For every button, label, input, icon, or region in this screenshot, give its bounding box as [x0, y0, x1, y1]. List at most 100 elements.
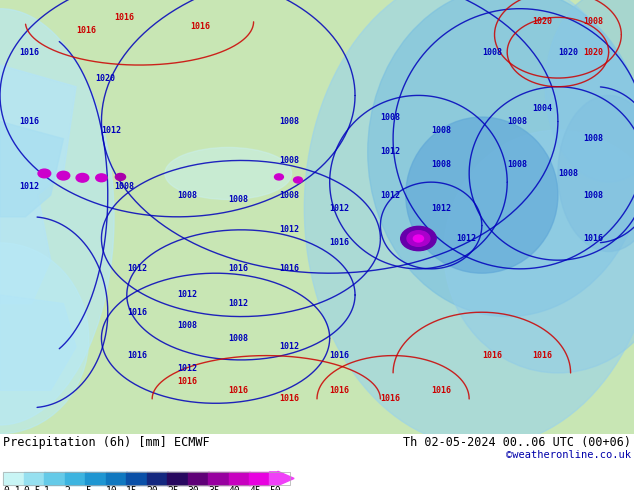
Text: 1020: 1020 — [95, 74, 115, 82]
Bar — [146, 472, 167, 485]
Text: 1008: 1008 — [583, 191, 604, 199]
Ellipse shape — [165, 147, 292, 199]
Text: 1012: 1012 — [279, 225, 299, 234]
Text: 40: 40 — [228, 486, 240, 490]
Text: 0.1: 0.1 — [3, 486, 21, 490]
Text: 1008: 1008 — [114, 182, 134, 191]
Text: 1012: 1012 — [19, 182, 39, 191]
Bar — [3, 472, 290, 485]
Text: 1012: 1012 — [178, 291, 198, 299]
Ellipse shape — [0, 9, 114, 425]
Ellipse shape — [444, 130, 634, 373]
Text: 5: 5 — [85, 486, 91, 490]
Bar — [208, 472, 229, 485]
Text: 1008: 1008 — [178, 321, 198, 330]
Text: 1008: 1008 — [507, 117, 527, 126]
Text: 1020: 1020 — [558, 48, 578, 56]
Ellipse shape — [0, 243, 89, 434]
Circle shape — [401, 226, 436, 251]
Circle shape — [57, 172, 70, 180]
Bar — [188, 472, 209, 485]
Bar — [44, 472, 65, 485]
Circle shape — [96, 174, 107, 182]
Text: 1004: 1004 — [533, 104, 553, 113]
Text: 1016: 1016 — [114, 13, 134, 22]
Text: 1012: 1012 — [279, 343, 299, 351]
Polygon shape — [0, 122, 63, 217]
Ellipse shape — [368, 0, 634, 317]
Text: 1016: 1016 — [178, 377, 198, 386]
Text: 1016: 1016 — [431, 386, 451, 395]
Text: ©weatheronline.co.uk: ©weatheronline.co.uk — [506, 450, 631, 460]
Bar — [126, 472, 147, 485]
Text: 1016: 1016 — [330, 386, 350, 395]
Text: 1008: 1008 — [279, 156, 299, 165]
Bar — [23, 472, 44, 485]
Text: 1016: 1016 — [76, 26, 96, 35]
Text: 1012: 1012 — [101, 125, 122, 135]
Text: 1016: 1016 — [279, 265, 299, 273]
Text: 1016: 1016 — [279, 394, 299, 403]
Text: 1016: 1016 — [330, 238, 350, 247]
Text: 1012: 1012 — [380, 191, 401, 199]
Text: 1008: 1008 — [558, 169, 578, 178]
Text: 1016: 1016 — [127, 351, 147, 360]
Text: 1012: 1012 — [380, 147, 401, 156]
Text: 20: 20 — [146, 486, 158, 490]
Text: 1: 1 — [44, 486, 50, 490]
Text: 1008: 1008 — [380, 113, 401, 122]
Circle shape — [38, 169, 51, 178]
Circle shape — [413, 235, 424, 242]
Text: 1008: 1008 — [507, 160, 527, 169]
Text: 1008: 1008 — [178, 191, 198, 199]
Circle shape — [76, 173, 89, 182]
Bar — [105, 472, 127, 485]
Text: 1012: 1012 — [431, 204, 451, 213]
Text: 10: 10 — [105, 486, 117, 490]
Bar — [249, 472, 270, 485]
Ellipse shape — [304, 0, 634, 447]
Text: 25: 25 — [167, 486, 179, 490]
Text: 1016: 1016 — [228, 386, 249, 395]
Text: 0.5: 0.5 — [23, 486, 41, 490]
Text: 1016: 1016 — [533, 351, 553, 360]
Text: 1020: 1020 — [533, 17, 553, 26]
Text: 1016: 1016 — [127, 308, 147, 317]
Text: 1012: 1012 — [228, 299, 249, 308]
Text: 1008: 1008 — [228, 334, 249, 343]
Bar — [167, 472, 188, 485]
Text: Precipitation (6h) [mm] ECMWF: Precipitation (6h) [mm] ECMWF — [3, 436, 210, 449]
Text: 1008: 1008 — [279, 191, 299, 199]
Ellipse shape — [545, 0, 634, 182]
Text: 1016: 1016 — [583, 234, 604, 243]
Bar — [228, 472, 250, 485]
Bar — [65, 472, 86, 485]
Polygon shape — [0, 295, 76, 390]
Text: 1008: 1008 — [482, 48, 502, 56]
Polygon shape — [0, 65, 76, 304]
Bar — [85, 472, 106, 485]
Text: 15: 15 — [126, 486, 138, 490]
Text: 1012: 1012 — [178, 364, 198, 373]
Text: 1016: 1016 — [482, 351, 502, 360]
Text: 1012: 1012 — [456, 234, 477, 243]
Text: 30: 30 — [188, 486, 199, 490]
Circle shape — [407, 231, 430, 246]
Ellipse shape — [406, 117, 558, 273]
Text: 1008: 1008 — [431, 160, 451, 169]
Text: 1008: 1008 — [279, 117, 299, 126]
Text: 1016: 1016 — [19, 48, 39, 56]
Circle shape — [115, 173, 126, 180]
Text: 2: 2 — [65, 486, 70, 490]
Text: 1012: 1012 — [127, 265, 147, 273]
Text: 35: 35 — [208, 486, 220, 490]
Text: 1008: 1008 — [228, 195, 249, 204]
Text: 45: 45 — [249, 486, 261, 490]
Text: 1012: 1012 — [330, 204, 350, 213]
Text: 1008: 1008 — [583, 134, 604, 143]
Bar — [3, 472, 24, 485]
Text: 1020: 1020 — [583, 48, 604, 56]
Circle shape — [275, 174, 283, 180]
Ellipse shape — [558, 96, 634, 251]
Text: Th 02-05-2024 00..06 UTC (00+06): Th 02-05-2024 00..06 UTC (00+06) — [403, 436, 631, 449]
